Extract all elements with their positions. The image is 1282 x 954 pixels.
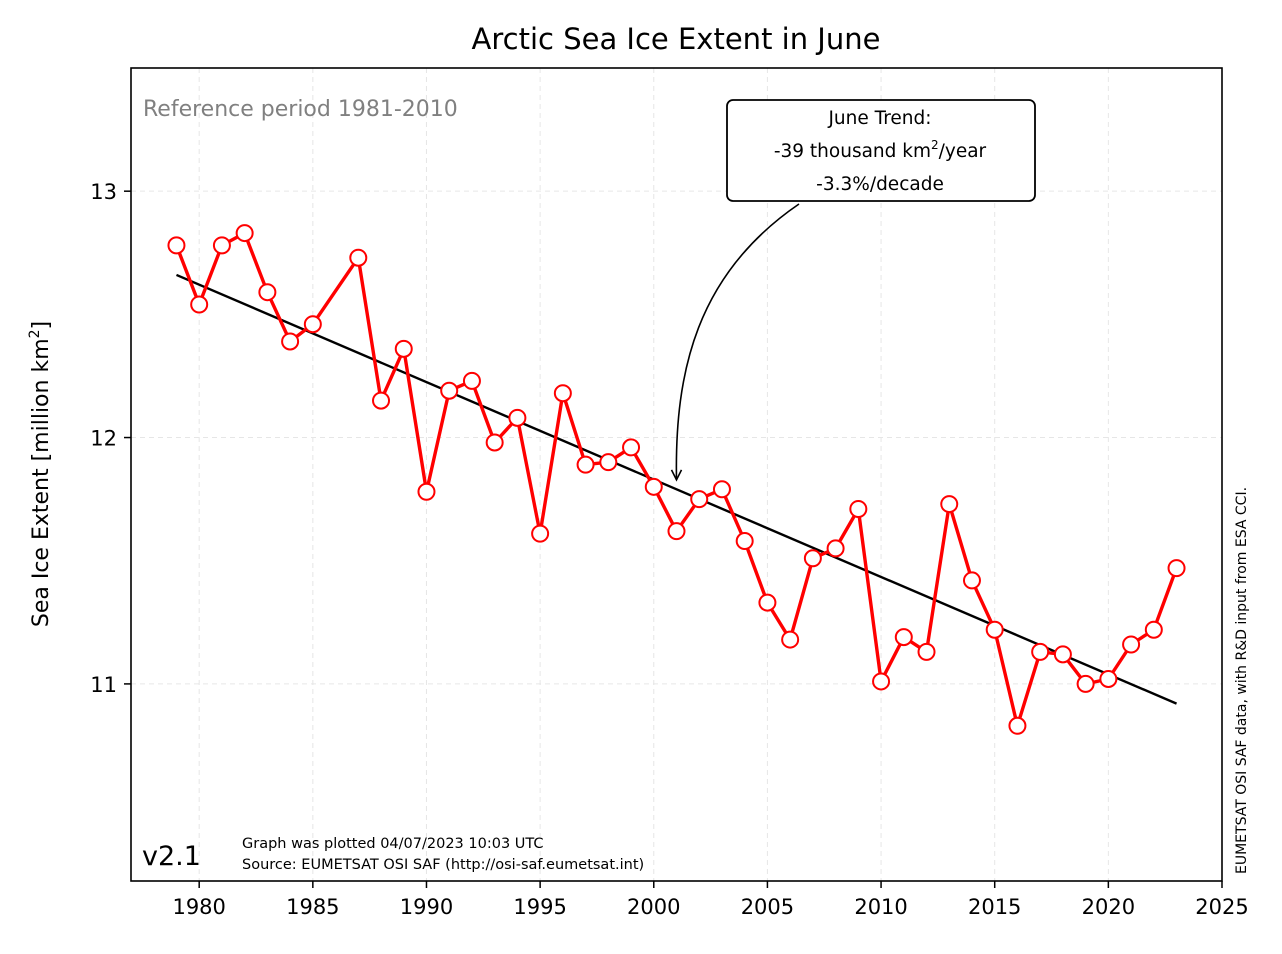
trend-line xyxy=(175,273,1178,705)
ylabel-main: Sea Ice Extent [million km xyxy=(29,338,54,627)
data-point xyxy=(212,236,231,255)
data-point xyxy=(1122,635,1141,654)
chart-title: Arctic Sea Ice Extent in June xyxy=(472,22,881,56)
data-point xyxy=(235,224,254,243)
x-tick-label: 2005 xyxy=(741,895,794,919)
x-tick-label: 1990 xyxy=(400,895,453,919)
x-tick-label: 1980 xyxy=(172,895,225,919)
data-point xyxy=(712,480,731,499)
trend-box xyxy=(726,99,1036,202)
trend-annotation: June Trend: -39 thousand km2/year -3.3%/… xyxy=(670,99,1036,482)
plotted-date: Graph was plotted 04/07/2023 10:03 UTC xyxy=(242,836,544,852)
x-tick-label: 2025 xyxy=(1195,895,1248,919)
data-point xyxy=(1053,645,1072,664)
series xyxy=(167,224,1186,735)
y-tick-label: 11 xyxy=(90,673,117,697)
data-point xyxy=(349,248,368,267)
data-point xyxy=(803,549,822,568)
data-point xyxy=(690,490,709,509)
data-point xyxy=(553,384,572,403)
data-point xyxy=(1099,669,1118,688)
x-tick-label: 2015 xyxy=(968,895,1021,919)
data-point xyxy=(735,532,754,551)
ylabel-sup: 2 xyxy=(27,329,43,338)
x-tick-label: 2010 xyxy=(854,895,907,919)
data-point xyxy=(917,642,936,661)
data-point xyxy=(826,539,845,558)
data-point xyxy=(394,339,413,358)
data-point xyxy=(667,522,686,541)
data-point xyxy=(1008,716,1027,735)
x-tick-label: 1985 xyxy=(286,895,339,919)
trend-line1: June Trend: xyxy=(827,108,931,129)
y-tick-label: 13 xyxy=(90,180,117,204)
axis-ticks: 1980 1985 1990 1995 2000 2005 2010 2015 2020 2025… xyxy=(90,180,1248,919)
data-point xyxy=(849,499,868,518)
version-label: v2.1 xyxy=(142,841,201,872)
data-point xyxy=(599,453,618,472)
y-tick-label: 12 xyxy=(90,427,117,451)
x-tick-label: 2020 xyxy=(1082,895,1135,919)
reference-period: Reference period 1981-2010 xyxy=(143,97,458,122)
data-point xyxy=(644,477,663,496)
trend-arrow xyxy=(675,203,800,480)
data-point xyxy=(281,332,300,351)
data-point xyxy=(985,620,1004,639)
data-point xyxy=(758,593,777,612)
data-point xyxy=(962,571,981,590)
data-point xyxy=(372,391,391,410)
trend-arrowhead xyxy=(670,469,683,482)
grid xyxy=(131,68,1222,881)
ylabel-end: ] xyxy=(29,321,54,330)
trend-segment xyxy=(175,273,1178,705)
data-point xyxy=(462,371,481,390)
data-point xyxy=(417,482,436,501)
data-point xyxy=(440,381,459,400)
x-tick-label: 2000 xyxy=(627,895,680,919)
data-point xyxy=(1076,674,1095,693)
data-point xyxy=(508,408,527,427)
data-point xyxy=(1031,642,1050,661)
data-point xyxy=(622,438,641,457)
data-point xyxy=(190,295,209,314)
data-point xyxy=(872,672,891,691)
x-tick-label: 1995 xyxy=(513,895,566,919)
data-point xyxy=(576,455,595,474)
y-axis-label: Sea Ice Extent [million km2] xyxy=(27,321,54,627)
data-point xyxy=(258,283,277,302)
data-point xyxy=(781,630,800,649)
data-point xyxy=(303,315,322,334)
source-note: Source: EUMETSAT OSI SAF (http://osi-saf… xyxy=(242,857,644,873)
side-note: EUMETSAT OSI SAF data, with R&D input fr… xyxy=(1234,487,1250,874)
trend-line2: -39 thousand km2/year xyxy=(774,138,987,162)
data-point xyxy=(531,524,550,543)
series-line xyxy=(174,231,1179,728)
trend-line3: -3.3%/decade xyxy=(816,174,944,195)
data-point xyxy=(167,236,186,255)
data-point xyxy=(1144,620,1163,639)
data-point xyxy=(940,495,959,514)
plot-frame xyxy=(130,67,1223,882)
data-point xyxy=(485,433,504,452)
data-point xyxy=(894,628,913,647)
data-point xyxy=(1167,559,1186,578)
